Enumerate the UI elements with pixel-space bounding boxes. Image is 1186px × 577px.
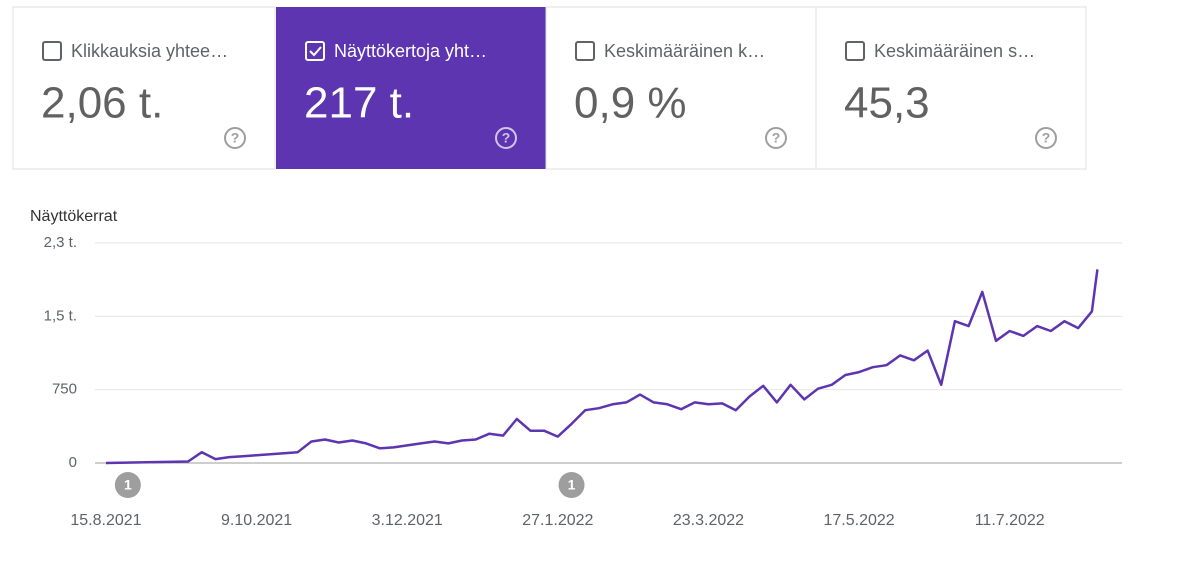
card-label: Klikkauksia yhtee… (71, 41, 228, 61)
card-value: 0,9 % (574, 79, 687, 128)
x-tick-label: 9.10.2021 (221, 512, 292, 529)
annotation-label: 1 (124, 477, 132, 493)
help-icon[interactable] (1035, 127, 1057, 149)
help-icon-mark: ? (502, 130, 511, 146)
checkbox[interactable] (42, 41, 62, 61)
metric-card[interactable] (545, 6, 817, 170)
card-value: 2,06 t. (41, 79, 163, 128)
y-tick-label: 750 (52, 381, 77, 398)
x-tick-label: 23.3.2022 (673, 512, 744, 529)
card-label: Keskimääräinen s… (874, 41, 1035, 61)
metric-card[interactable] (12, 6, 276, 170)
annotation-label: 1 (568, 477, 576, 493)
y-tick-label: 1,5 t. (44, 307, 77, 324)
y-axis-label: Näyttökerrat (30, 208, 118, 225)
help-icon-mark: ? (231, 130, 240, 146)
help-icon[interactable] (495, 127, 517, 149)
y-tick-label: 0 (69, 454, 77, 471)
y-tick-label: 2,3 t. (44, 234, 77, 251)
x-tick-label: 17.5.2022 (823, 512, 894, 529)
annotation-marker[interactable] (114, 472, 141, 498)
x-tick-label: 11.7.2022 (975, 512, 1045, 529)
annotation-marker[interactable] (558, 472, 585, 498)
checkbox[interactable] (305, 41, 325, 61)
help-icon[interactable] (765, 127, 787, 149)
card-value: 217 t. (304, 79, 414, 128)
x-tick-label: 3.12.2021 (372, 512, 443, 529)
help-icon-mark: ? (1042, 130, 1051, 146)
help-icon[interactable] (224, 127, 246, 149)
metric-card[interactable] (276, 7, 546, 169)
line-series (105, 269, 1099, 465)
x-tick-label: 15.8.2021 (70, 512, 141, 529)
card-label: Näyttökertoja yht… (334, 41, 487, 61)
x-tick-label: 27.1.2022 (522, 512, 593, 529)
checkbox[interactable] (575, 41, 595, 61)
help-icon-mark: ? (772, 130, 781, 146)
card-value: 45,3 (844, 79, 930, 128)
card-label: Keskimääräinen k… (604, 41, 765, 61)
metric-card[interactable] (815, 6, 1087, 170)
checkmark (309, 46, 322, 57)
checkbox[interactable] (845, 41, 865, 61)
